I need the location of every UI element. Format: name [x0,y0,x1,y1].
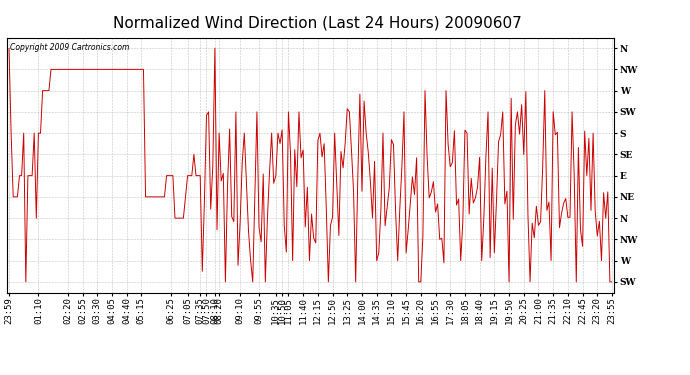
Text: Copyright 2009 Cartronics.com: Copyright 2009 Cartronics.com [10,43,129,52]
Text: Normalized Wind Direction (Last 24 Hours) 20090607: Normalized Wind Direction (Last 24 Hours… [113,15,522,30]
